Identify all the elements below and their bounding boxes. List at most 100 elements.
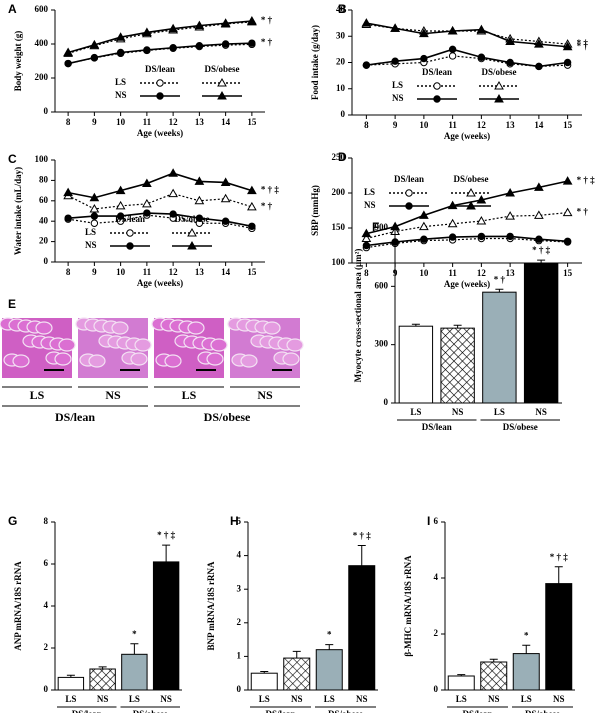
y-axis-label: ANP mRNA/18S rRNA (13, 561, 23, 651)
panel-label: H (230, 514, 239, 528)
error-bar (522, 644, 531, 654)
x-tick-label: 9 (92, 117, 97, 127)
marker (142, 178, 152, 187)
x-tick-label: 12 (477, 268, 487, 278)
y-tick-label: 0 (341, 109, 346, 119)
y-tick-label: 600 (375, 280, 389, 290)
panel-label: C (8, 152, 17, 166)
marker (506, 232, 514, 241)
cell (282, 352, 300, 366)
group-label: DS/lean (55, 410, 95, 424)
y-tick-label: 10 (336, 83, 346, 93)
cell (210, 338, 228, 352)
error-bar (554, 566, 563, 584)
y-tick-label: 900 (375, 222, 389, 232)
y-tick-label: 20 (336, 57, 346, 67)
group-label: DS/lean (462, 709, 492, 713)
y-axis-label: BNP mRNA/18S rRNA (206, 561, 216, 650)
y-tick-label: 3 (237, 583, 242, 593)
marker (247, 16, 257, 25)
marker (169, 210, 177, 218)
y-axis-label: Food intake (g/day) (310, 25, 320, 100)
y-tick-label: 100 (332, 257, 346, 267)
bar (121, 653, 148, 691)
bar (152, 561, 180, 691)
series-line (68, 214, 252, 229)
y-tick-label: 400 (35, 38, 49, 48)
x-tick-label: LS (324, 694, 335, 704)
error-bar (489, 658, 498, 662)
x-tick-label: LS (521, 694, 532, 704)
marker (361, 228, 372, 238)
y-tick-label: 100 (35, 154, 49, 164)
marker (505, 211, 515, 220)
x-axis-label: Age (weeks) (137, 278, 183, 288)
marker (221, 40, 230, 48)
marker (534, 210, 544, 219)
x-tick-label: 13 (506, 268, 516, 278)
x-tick-label: 12 (477, 120, 487, 130)
marker (194, 195, 205, 205)
series-line (366, 180, 568, 235)
marker (477, 232, 486, 241)
y-tick-label: 0 (384, 397, 389, 407)
image-label: NS (105, 388, 121, 402)
marker (89, 39, 100, 49)
group-label: DS/obese (133, 709, 168, 713)
y-axis-label: β-MHC mRNA/18S rRNA (403, 555, 413, 657)
y-tick-label: 5 (237, 516, 242, 526)
x-tick-label: 15 (563, 268, 573, 278)
marker (534, 182, 544, 191)
x-tick-label: 8 (364, 268, 369, 278)
x-tick-label: 13 (195, 267, 205, 277)
marker (448, 45, 457, 54)
y-tick-label: 60 (39, 195, 49, 205)
marker (115, 32, 126, 41)
bar-annotation: * (132, 629, 137, 639)
cell (240, 354, 258, 368)
y-tick-label: 4 (44, 600, 49, 610)
y-tick-label: 40 (39, 215, 49, 225)
marker (116, 212, 125, 220)
marker (115, 185, 126, 195)
marker (247, 201, 257, 211)
error-bar (162, 544, 171, 562)
y-tick-label: 0 (44, 256, 49, 266)
x-tick-label: 9 (393, 120, 398, 130)
x-tick-label: 8 (364, 120, 369, 130)
y-tick-label: 2 (237, 617, 242, 627)
marker (562, 41, 573, 51)
error-bar (325, 644, 334, 650)
marker (195, 42, 204, 50)
marker (447, 25, 458, 35)
x-tick-label: 15 (247, 117, 257, 127)
series-line (366, 22, 568, 48)
marker (447, 218, 458, 228)
legend-marker (126, 242, 134, 250)
y-tick-label: 30 (336, 30, 346, 40)
annotation: * † ‡ (261, 185, 280, 195)
x-axis-label: Age (weeks) (444, 279, 490, 289)
x-tick-label: 11 (143, 267, 152, 277)
group-label: DS/obese (503, 422, 538, 432)
marker (248, 39, 256, 47)
y-tick-label: 8 (44, 516, 49, 526)
marker (90, 219, 99, 227)
marker (476, 24, 487, 34)
legend-marker (466, 187, 476, 197)
panel-label: E (8, 297, 16, 311)
y-axis-label: Water intake (mL/day) (13, 167, 23, 255)
x-tick-label: NS (488, 694, 500, 704)
x-tick-label: 13 (195, 117, 205, 127)
cell (134, 338, 152, 352)
marker (420, 235, 428, 243)
error-bar (130, 643, 139, 655)
x-tick-label: 8 (66, 117, 71, 127)
group-label: DS/obese (328, 709, 363, 713)
x-tick-label: 15 (247, 267, 257, 277)
legend-marker (466, 200, 476, 210)
bar (480, 661, 508, 691)
series-line (67, 20, 252, 54)
annotation: * † (261, 201, 273, 211)
